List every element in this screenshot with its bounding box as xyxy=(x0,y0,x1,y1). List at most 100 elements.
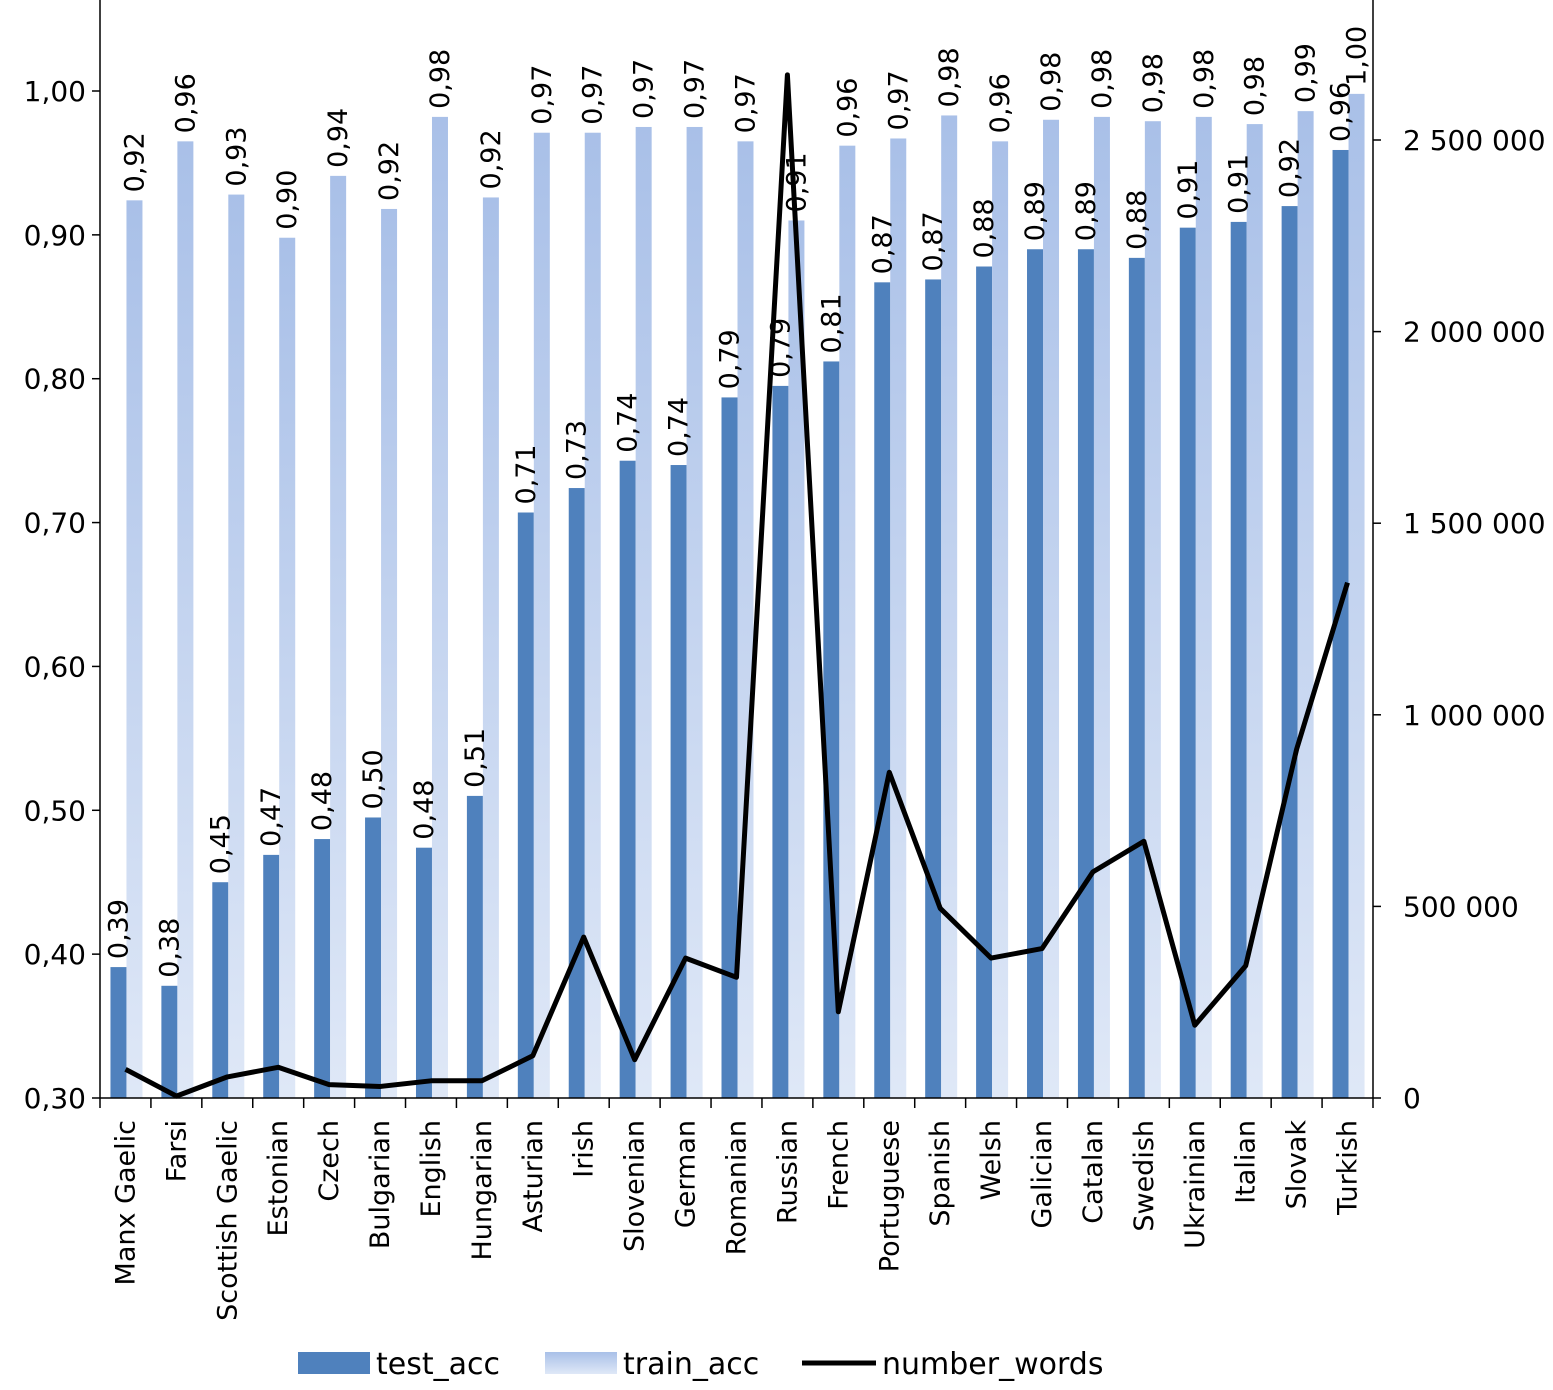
data-label-test-acc-1: 0,38 xyxy=(154,918,185,978)
data-label-test-acc-5: 0,50 xyxy=(358,749,389,809)
x-tick-label-18: Galician xyxy=(1027,1120,1058,1228)
bar-train-acc-3 xyxy=(279,237,296,1099)
data-label-test-acc-12: 0,79 xyxy=(715,329,746,389)
bar-test-acc-19 xyxy=(1077,249,1094,1098)
data-label-test-acc-9: 0,73 xyxy=(562,420,593,480)
axes-layer: 0,30 0,40 0,50 0,60 0,70 0,80 0,90 1,00 0 500 000… xyxy=(24,0,1546,1321)
data-label-test-acc-0: 0,39 xyxy=(103,899,134,959)
x-tick-label-14: French xyxy=(823,1120,854,1210)
bar-train-acc-1 xyxy=(177,141,194,1099)
data-label-test-acc-16: 0,87 xyxy=(918,211,949,271)
x-tick-label-11: German xyxy=(671,1120,702,1228)
bar-test-acc-21 xyxy=(1179,227,1196,1098)
line-layer xyxy=(124,72,1350,1099)
legend-label-test-acc: test_acc xyxy=(376,1347,500,1382)
right-tick-label-4: 2 000 000 xyxy=(1403,316,1546,349)
bar-train-acc-9 xyxy=(584,132,601,1098)
x-tick-label-10: Slovenian xyxy=(620,1120,651,1252)
data-label-test-acc-10: 0,74 xyxy=(613,393,644,453)
bar-train-acc-18 xyxy=(1043,119,1060,1099)
data-label-test-acc-14: 0,81 xyxy=(816,293,847,353)
data-label-train-acc-12: 0,97 xyxy=(731,73,762,133)
data-label-test-acc-8: 0,71 xyxy=(511,444,542,504)
x-tick-label-6: English xyxy=(416,1120,447,1218)
data-label-train-acc-23: 0,99 xyxy=(1291,43,1322,103)
x-tick-label-22: Italian xyxy=(1231,1120,1262,1204)
data-label-test-acc-7: 0,51 xyxy=(460,728,491,788)
data-label-test-acc-17: 0,88 xyxy=(969,198,1000,258)
x-tick-label-5: Bulgarian xyxy=(365,1120,396,1249)
bar-train-acc-8 xyxy=(533,132,550,1098)
left-tick-label-4: 0,70 xyxy=(24,507,86,540)
data-label-train-acc-21: 0,98 xyxy=(1189,49,1220,109)
data-label-test-acc-21: 0,91 xyxy=(1173,160,1204,220)
series-line-number-words xyxy=(124,72,1350,1099)
data-label-test-acc-11: 0,74 xyxy=(664,397,695,457)
left-tick-label-3: 0,60 xyxy=(24,650,86,683)
x-tick-label-12: Romanian xyxy=(722,1120,753,1255)
bar-train-acc-24 xyxy=(1348,93,1365,1099)
data-label-train-acc-15: 0,97 xyxy=(883,70,914,130)
legend-label-train-acc: train_acc xyxy=(623,1347,759,1382)
x-tick-label-17: Welsh xyxy=(976,1120,1007,1200)
data-label-train-acc-24: 1,00 xyxy=(1342,26,1373,86)
bar-test-acc-13 xyxy=(772,385,789,1099)
x-tick-label-8: Asturian xyxy=(518,1120,549,1233)
bar-test-acc-11 xyxy=(670,465,687,1098)
bar-test-acc-4 xyxy=(314,839,331,1098)
bar-train-acc-13 xyxy=(788,220,805,1098)
bar-train-acc-7 xyxy=(482,197,499,1098)
x-tick-label-4: Czech xyxy=(314,1120,345,1202)
bar-train-acc-15 xyxy=(890,138,907,1099)
legend-label-number-words: number_words xyxy=(882,1347,1103,1382)
data-label-test-acc-3: 0,47 xyxy=(256,787,287,847)
data-label-train-acc-6: 0,98 xyxy=(425,49,456,109)
bar-test-acc-1 xyxy=(161,985,178,1098)
data-label-train-acc-0: 0,92 xyxy=(119,132,150,192)
data-label-test-acc-20: 0,88 xyxy=(1122,190,1153,250)
bar-test-acc-22 xyxy=(1230,221,1247,1098)
legend: test_acc train_acc number_words xyxy=(298,1347,1103,1382)
bar-train-acc-19 xyxy=(1093,116,1110,1098)
bar-train-acc-22 xyxy=(1246,124,1263,1098)
data-label-train-acc-9: 0,97 xyxy=(578,65,609,125)
right-tick-label-3: 1 500 000 xyxy=(1403,507,1546,540)
data-label-train-acc-13: 0,91 xyxy=(781,152,812,212)
bars-layer xyxy=(110,93,1365,1099)
data-label-train-acc-4: 0,94 xyxy=(323,108,354,168)
bar-train-acc-4 xyxy=(330,175,347,1098)
data-label-train-acc-14: 0,96 xyxy=(832,78,863,138)
legend-swatch-train-acc xyxy=(545,1352,617,1374)
x-tick-label-2: Scottish Gaelic xyxy=(212,1120,243,1321)
left-tick-label-0: 0,30 xyxy=(24,1082,86,1115)
left-tick-label-7: 1,00 xyxy=(24,75,86,108)
data-label-train-acc-18: 0,98 xyxy=(1036,52,1067,112)
bar-train-acc-5 xyxy=(381,208,398,1098)
right-tick-label-2: 1 000 000 xyxy=(1403,699,1546,732)
data-label-train-acc-3: 0,90 xyxy=(272,170,303,230)
bar-train-acc-14 xyxy=(839,145,856,1098)
data-label-test-acc-18: 0,89 xyxy=(1020,181,1051,241)
bar-test-acc-7 xyxy=(466,795,483,1098)
x-tick-label-16: Spanish xyxy=(925,1120,956,1227)
bar-test-acc-8 xyxy=(517,512,534,1098)
right-tick-label-1: 500 000 xyxy=(1403,890,1519,923)
x-tick-label-19: Catalan xyxy=(1078,1120,1109,1224)
bar-test-acc-10 xyxy=(619,460,636,1098)
bar-test-acc-9 xyxy=(568,488,585,1098)
data-label-test-acc-15: 0,87 xyxy=(867,214,898,274)
bar-test-acc-24 xyxy=(1332,149,1349,1098)
data-label-train-acc-11: 0,97 xyxy=(680,59,711,119)
data-label-train-acc-1: 0,96 xyxy=(170,73,201,133)
bar-test-acc-15 xyxy=(874,282,891,1099)
right-tick-label-5: 2 500 000 xyxy=(1403,124,1546,157)
bar-test-acc-18 xyxy=(1027,249,1044,1098)
bar-train-acc-6 xyxy=(431,116,448,1098)
legend-swatch-test-acc xyxy=(298,1352,370,1374)
bar-train-acc-23 xyxy=(1297,111,1314,1098)
bar-test-acc-23 xyxy=(1281,206,1298,1099)
bar-train-acc-0 xyxy=(126,200,143,1098)
bar-train-acc-20 xyxy=(1144,121,1161,1098)
